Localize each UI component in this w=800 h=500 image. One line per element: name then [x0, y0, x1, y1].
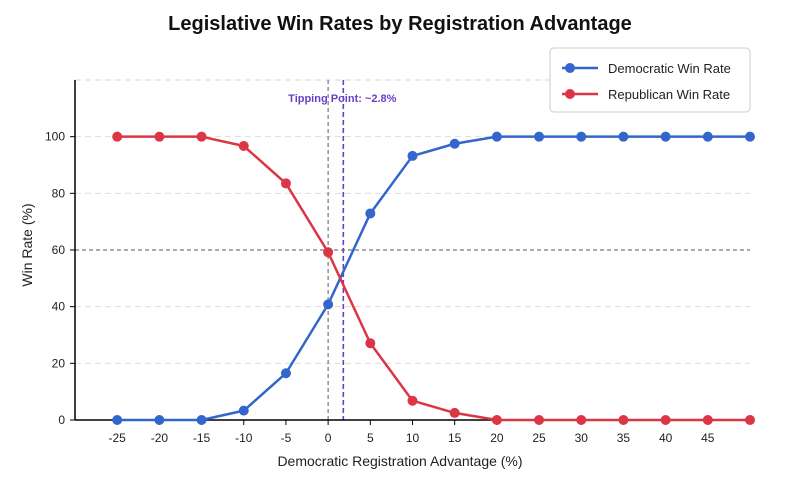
series-0-point-13	[660, 131, 671, 142]
x-tick-label--15: -15	[193, 431, 211, 445]
x-tick-label-35: 35	[617, 431, 631, 445]
x-tick-label--5: -5	[281, 431, 292, 445]
tipping-point-annotation: Tipping Point: ~2.8%	[288, 93, 396, 105]
series-0-point-6	[365, 208, 376, 219]
series-1-point-5	[323, 247, 334, 258]
x-tick-label-5: 5	[367, 431, 374, 445]
series-0-point-9	[491, 131, 502, 142]
series-1-point-1	[154, 131, 165, 142]
series-0-point-3	[238, 405, 249, 416]
series-1-point-13	[660, 415, 671, 425]
axes: 0 20 40 60 80 100 -25 -20 -15 -10 -5 0 5 10 15 20 25 30 35…	[45, 80, 750, 445]
legend-marker-0	[565, 63, 575, 73]
x-tick-label-10: 10	[406, 431, 420, 445]
x-tick-label-45: 45	[701, 431, 715, 445]
series-1-point-0	[112, 131, 123, 142]
x-tick-label-30: 30	[575, 431, 589, 445]
y-tick-label-60: 60	[52, 243, 66, 257]
y-tick-label-0: 0	[58, 413, 65, 427]
x-tick-label-25: 25	[532, 431, 546, 445]
grid-lines	[75, 79, 750, 364]
series	[112, 131, 755, 425]
x-tick-label-0: 0	[325, 431, 332, 445]
x-tick-label-20: 20	[490, 431, 504, 445]
series-1-point-12	[618, 415, 629, 425]
series-1-point-6	[365, 338, 376, 349]
y-axis-label: Win Rate (%)	[19, 203, 35, 286]
series-line-1	[117, 135, 750, 422]
series-0-point-5	[323, 299, 334, 310]
series-1-point-8	[449, 407, 460, 418]
series-1-point-7	[407, 395, 418, 406]
series-0-point-15	[745, 131, 755, 142]
series-1-point-10	[534, 415, 545, 425]
x-axis-label: Democratic Registration Advantage (%)	[277, 453, 522, 469]
series-0-point-7	[407, 150, 418, 161]
x-tick-label-15: 15	[448, 431, 462, 445]
series-0-point-11	[576, 131, 587, 142]
legend-box	[549, 47, 751, 113]
legend-label-0: Democratic Win Rate	[608, 61, 731, 76]
series-1-point-9	[491, 415, 502, 425]
reference-lines	[75, 80, 750, 420]
x-tick-label--10: -10	[235, 431, 253, 445]
series-1-point-2	[196, 131, 207, 142]
series-1-point-4	[280, 178, 291, 189]
series-0-point-12	[618, 131, 629, 142]
series-0-point-1	[154, 415, 165, 425]
series-1-point-3	[238, 141, 249, 152]
series-0-point-0	[112, 415, 123, 425]
legend: Democratic Win Rate Republican Win Rate	[549, 47, 751, 113]
series-1-point-15	[745, 415, 755, 425]
series-line-0	[117, 135, 750, 422]
series-0-point-14	[702, 131, 713, 142]
legend-marker-1	[565, 89, 575, 99]
y-tick-label-20: 20	[52, 356, 66, 370]
y-tick-label-100: 100	[45, 130, 65, 144]
series-1-point-14	[702, 415, 713, 425]
y-tick-label-40: 40	[52, 300, 66, 314]
series-0-point-2	[196, 415, 207, 425]
legend-label-1: Republican Win Rate	[608, 87, 730, 102]
series-0-point-8	[449, 138, 460, 149]
x-tick-label--25: -25	[109, 431, 127, 445]
x-tick-label-40: 40	[659, 431, 673, 445]
series-0-point-10	[534, 131, 545, 142]
chart-title: Legislative Win Rates by Registration Ad…	[168, 13, 632, 35]
series-1-point-11	[576, 415, 587, 425]
series-0-point-4	[280, 368, 291, 379]
x-tick-label--20: -20	[151, 431, 169, 445]
y-tick-label-80: 80	[52, 186, 66, 200]
